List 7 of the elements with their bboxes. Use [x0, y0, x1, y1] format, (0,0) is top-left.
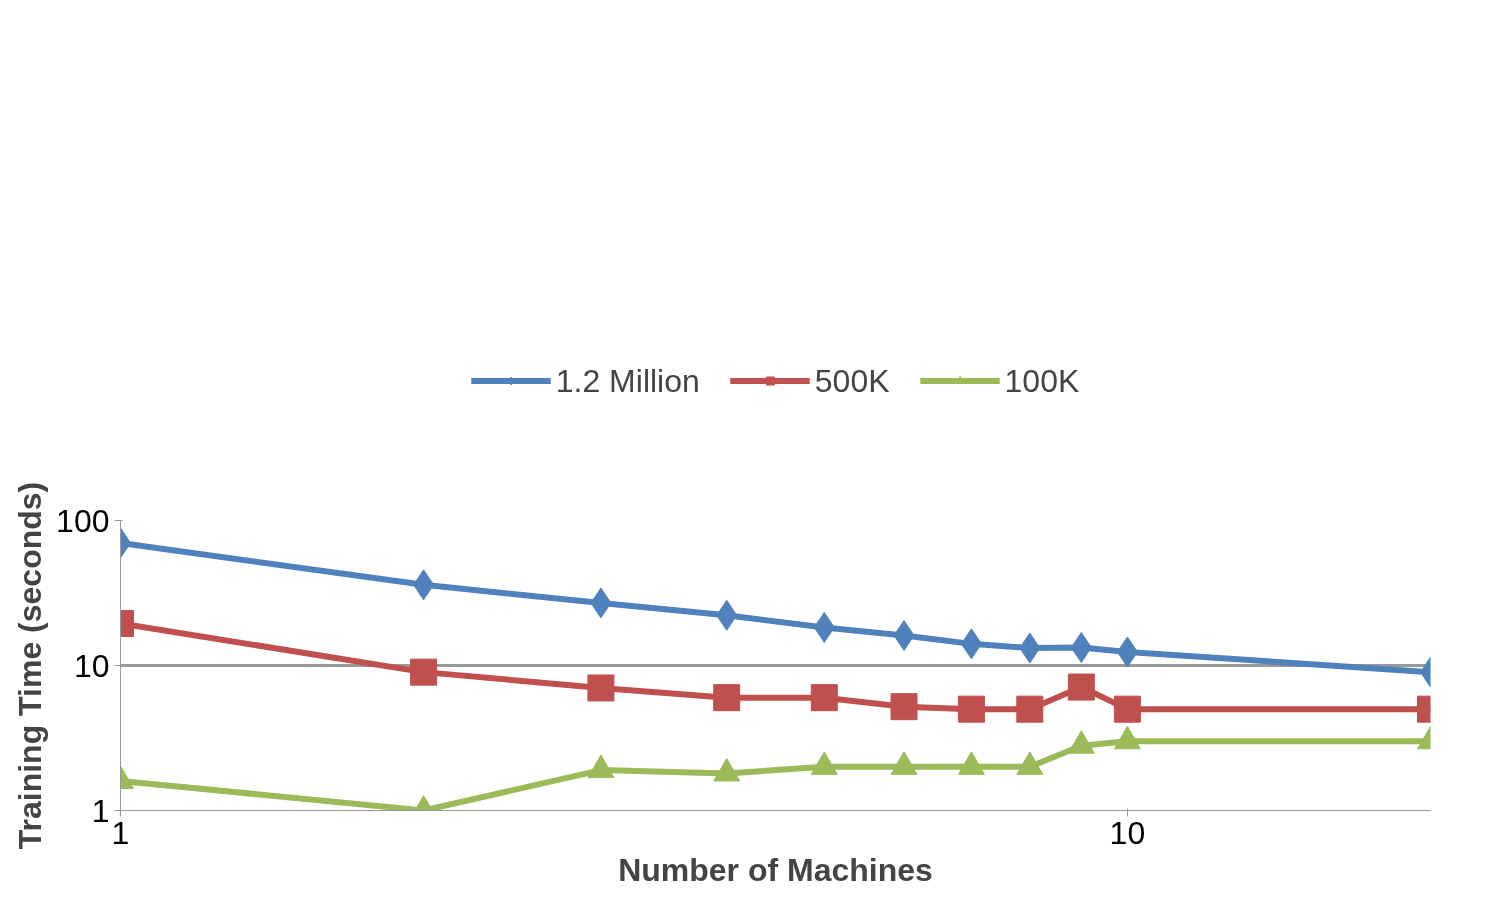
legend-label: 500K — [814, 362, 890, 400]
legend-label: 100K — [1004, 362, 1080, 400]
y-tick-label: 100 — [56, 502, 110, 539]
x-axis-title: Number of Machines — [618, 851, 933, 888]
legend-label: 1.2 Million — [555, 362, 700, 400]
y-axis-title: Training Time (seconds) — [12, 481, 49, 850]
y-tick-label: 10 — [73, 647, 110, 684]
